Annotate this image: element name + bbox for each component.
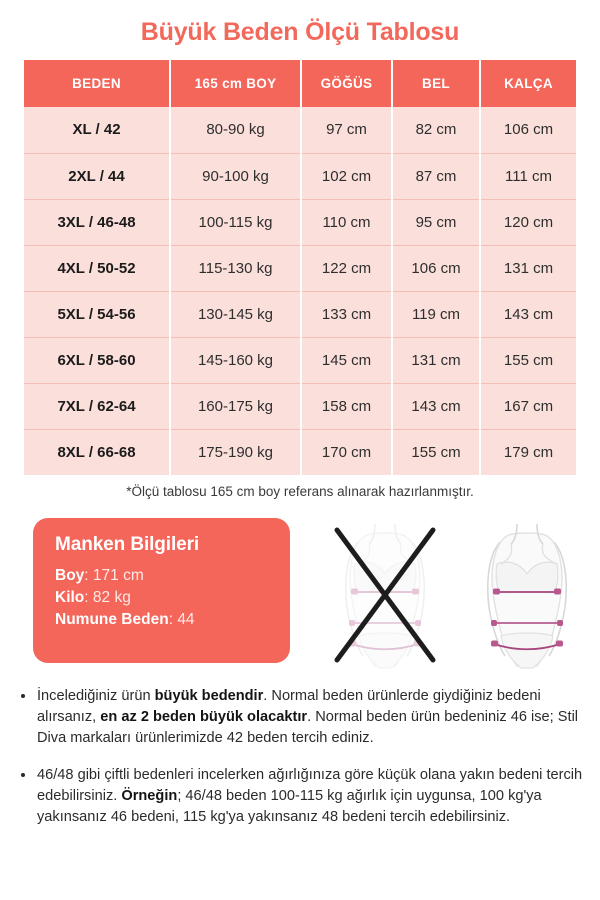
note-emphasis: Örneğin: [121, 788, 178, 804]
table-row: 6XL / 58-60 145-160 kg 145 cm 131 cm 155 cm: [24, 337, 576, 384]
cell-gogus: 145 cm: [301, 337, 393, 384]
model-info-value: 171 cm: [92, 567, 144, 584]
cell-bel: 155 cm: [392, 429, 481, 475]
cell-size-label: 2XL / 44: [24, 153, 171, 200]
column-header-kalca: KALÇA: [480, 60, 576, 107]
model-info-rows: Boy: 171 cm Kilo: 82 kg Numune Beden: 44: [55, 565, 290, 631]
cell-kalca: 179 cm: [480, 429, 576, 475]
cell-gogus: 170 cm: [301, 429, 393, 475]
size-table-head: BEDEN 165 cm BOY GÖĞÜS BEL KALÇA: [24, 60, 576, 107]
cell-kalca: 155 cm: [480, 337, 576, 384]
cell-boy: 80-90 kg: [170, 107, 302, 154]
cell-size-label: XL / 42: [24, 107, 171, 154]
cell-gogus: 158 cm: [301, 383, 393, 430]
cell-bel: 106 cm: [392, 245, 481, 292]
cell-size-label: 8XL / 66-68: [24, 429, 171, 475]
cell-gogus: 102 cm: [301, 153, 393, 200]
cell-size-label: 4XL / 50-52: [24, 245, 171, 292]
model-info-value: 44: [177, 611, 195, 628]
page-title: Büyük Beden Ölçü Tablosu: [140, 18, 460, 46]
cell-bel: 119 cm: [392, 291, 481, 338]
cell-boy: 100-115 kg: [170, 199, 302, 246]
sizing-notes: İncelediğiniz ürün büyük bedendir. Norma…: [18, 686, 584, 844]
sizing-note: 46/48 gibi çiftli bedenleri incelerken a…: [18, 765, 584, 828]
table-row: 5XL / 54-56 130-145 kg 133 cm 119 cm 143 cm: [24, 291, 576, 338]
note-text: İncelediğiniz ürün: [37, 688, 155, 704]
column-header-beden: BEDEN: [24, 60, 171, 107]
cell-gogus: 133 cm: [301, 291, 393, 338]
cell-bel: 95 cm: [392, 199, 481, 246]
cell-bel: 87 cm: [392, 153, 481, 200]
model-info-label: Numune Beden: [55, 611, 169, 628]
column-header-gogus: GÖĞÜS: [301, 60, 393, 107]
cell-kalca: 143 cm: [480, 291, 576, 338]
column-header-boy: 165 cm BOY: [170, 60, 302, 107]
cell-size-label: 6XL / 58-60: [24, 337, 171, 384]
cell-boy: 145-160 kg: [170, 337, 302, 384]
cross-out-x-icon: [334, 527, 436, 663]
sizing-note: İncelediğiniz ürün büyük bedendir. Norma…: [18, 686, 584, 749]
model-info-value: 82 kg: [92, 589, 131, 606]
measured-body-figure: [486, 523, 568, 669]
model-info-label: Boy: [55, 567, 85, 584]
table-row: 8XL / 66-68 175-190 kg 170 cm 155 cm 179 cm: [24, 429, 576, 475]
note-emphasis: büyük bedendir: [154, 688, 264, 704]
body-figure-illustrations: [325, 520, 590, 670]
cell-gogus: 110 cm: [301, 199, 393, 246]
cell-kalca: 106 cm: [480, 107, 576, 154]
size-table: BEDEN 165 cm BOY GÖĞÜS BEL KALÇA XL / 42…: [24, 60, 576, 475]
cell-boy: 160-175 kg: [170, 383, 302, 430]
cell-kalca: 111 cm: [480, 153, 576, 200]
table-row: 3XL / 46-48 100-115 kg 110 cm 95 cm 120 cm: [24, 199, 576, 246]
table-row: XL / 42 80-90 kg 97 cm 82 cm 106 cm: [24, 107, 576, 154]
model-info-row: Boy: 171 cm: [55, 567, 144, 584]
cell-size-label: 3XL / 46-48: [24, 199, 171, 246]
note-text: 46/48 gibi çiftli bedenleri incelerken a…: [37, 767, 583, 804]
note-text: ; 46/48 beden 100-115 kg ağırlık için uy…: [37, 788, 542, 825]
model-info-row: Kilo: 82 kg: [55, 589, 131, 606]
table-row: 4XL / 50-52 115-130 kg 122 cm 106 cm 131 cm: [24, 245, 576, 292]
cell-bel: 143 cm: [392, 383, 481, 430]
cell-gogus: 97 cm: [301, 107, 393, 154]
cell-bel: 131 cm: [392, 337, 481, 384]
cell-gogus: 122 cm: [301, 245, 393, 292]
cell-bel: 82 cm: [392, 107, 481, 154]
note-emphasis: en az 2 beden büyük olacaktır: [100, 709, 308, 725]
cell-boy: 90-100 kg: [170, 153, 302, 200]
cell-size-label: 7XL / 62-64: [24, 383, 171, 430]
cell-boy: 130-145 kg: [170, 291, 302, 338]
cell-boy: 115-130 kg: [170, 245, 302, 292]
table-header-row: BEDEN 165 cm BOY GÖĞÜS BEL KALÇA: [24, 60, 576, 107]
note-text: . Normal beden ürünlerde giydiğiniz bede…: [37, 688, 541, 725]
cell-boy: 175-190 kg: [170, 429, 302, 475]
cell-kalca: 167 cm: [480, 383, 576, 430]
cell-kalca: 131 cm: [480, 245, 576, 292]
table-row: 7XL / 62-64 160-175 kg 158 cm 143 cm 167 cm: [24, 383, 576, 430]
note-text: . Normal beden ürün bedeniniz 46 ise; St…: [37, 709, 579, 746]
size-table-body: XL / 42 80-90 kg 97 cm 82 cm 106 cm 2XL / 44 9…: [24, 107, 576, 475]
model-info-heading: Manken Bilgileri: [55, 534, 200, 555]
table-footnote: *Ölçü tablosu 165 cm boy referans alınar…: [126, 484, 474, 499]
cell-size-label: 5XL / 54-56: [24, 291, 171, 338]
table-row: 2XL / 44 90-100 kg 102 cm 87 cm 111 cm: [24, 153, 576, 200]
cell-kalca: 120 cm: [480, 199, 576, 246]
model-info-label: Kilo: [55, 589, 85, 606]
model-info-row: Numune Beden: 44: [55, 611, 195, 628]
model-info-card: Manken Bilgileri Boy: 171 cm Kilo: 82 kg N…: [33, 518, 290, 663]
column-header-bel: BEL: [392, 60, 481, 107]
